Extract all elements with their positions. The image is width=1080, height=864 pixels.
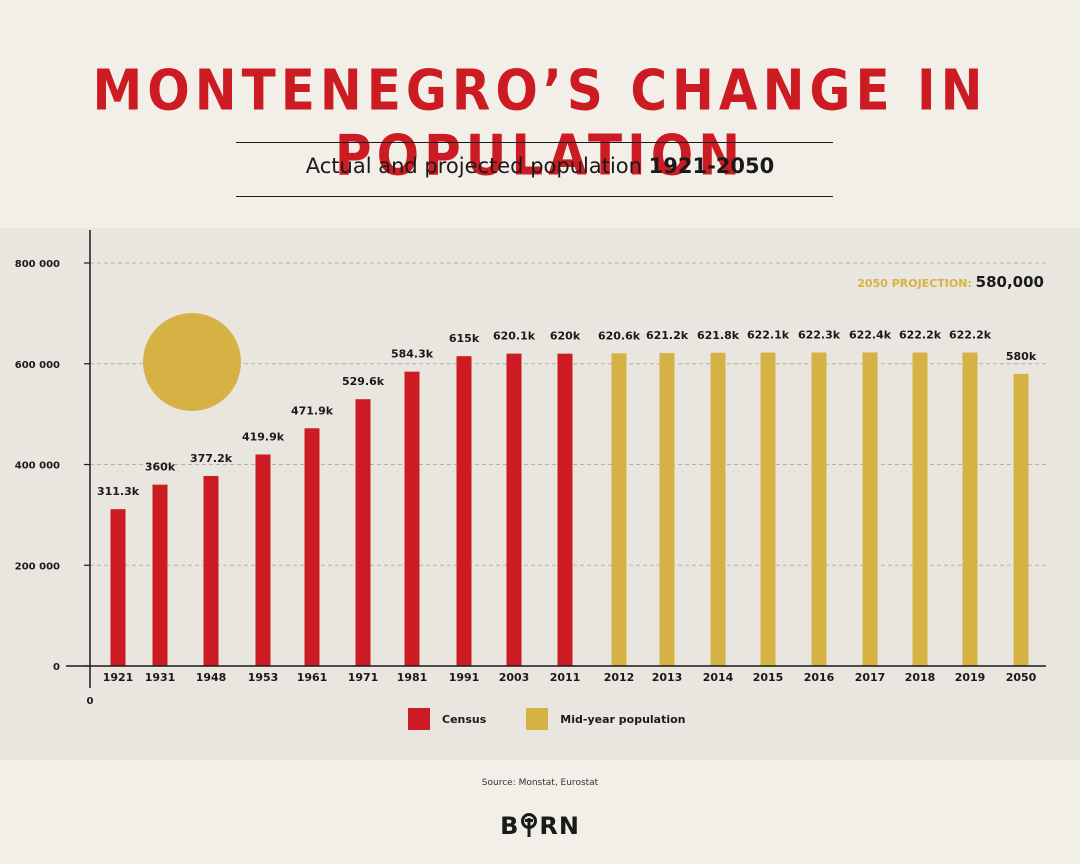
x-tick-label: 2018 <box>905 671 936 684</box>
bar-1931 <box>152 484 168 666</box>
x-tick-label: 2014 <box>703 671 734 684</box>
microphone-icon <box>521 813 538 837</box>
x-tick-label: 2015 <box>753 671 784 684</box>
x-tick-label: 2011 <box>550 671 581 684</box>
bar-2012 <box>611 353 627 666</box>
projection-annotation: 2050 PROJECTION: 580,000 <box>857 273 1044 291</box>
bar-2017 <box>862 352 878 666</box>
x-tick-label: 2012 <box>604 671 635 684</box>
bar-2050 <box>1013 373 1029 666</box>
x-tick-label: 2050 <box>1006 671 1037 684</box>
x-tick-label: 2016 <box>804 671 835 684</box>
data-label: 622.1k <box>747 329 790 342</box>
y-tick-label: 0 <box>53 662 60 673</box>
subtitle-range: 1921-2050 <box>648 154 775 178</box>
data-label: 621.8k <box>697 329 740 342</box>
data-label: 622.2k <box>949 329 992 342</box>
bar-1953 <box>255 454 271 666</box>
x-tick-label: 1991 <box>449 671 480 684</box>
decorative-sun-circle <box>143 313 241 411</box>
bar-1991 <box>456 356 472 666</box>
bar-2013 <box>659 353 675 666</box>
legend-item-census: Census <box>408 708 486 730</box>
bar-2003 <box>506 353 522 666</box>
title-rule-top <box>236 142 833 143</box>
data-label: 584.3k <box>391 348 434 361</box>
bar-2015 <box>760 352 776 666</box>
x-tick-label: 1921 <box>103 671 134 684</box>
projection-label: 2050 PROJECTION: <box>857 277 975 290</box>
data-label: 622.4k <box>849 328 892 341</box>
logo-text-right: RN <box>539 812 580 840</box>
data-label: 419.9k <box>242 430 285 443</box>
y-tick-label: 800 000 <box>15 259 60 270</box>
x-tick-label: 1961 <box>297 671 328 684</box>
legend-swatch-census <box>408 708 430 730</box>
birn-logo: B RN <box>0 812 1080 840</box>
x-tick-label: 1948 <box>196 671 227 684</box>
bar-1921 <box>110 509 126 666</box>
legend-label-midyear: Mid-year population <box>560 712 686 726</box>
y-tick-label: 200 000 <box>15 561 60 572</box>
bar-2019 <box>962 352 978 666</box>
bar-1948 <box>203 475 219 666</box>
data-label: 620k <box>550 330 581 343</box>
x-tick-label: 2013 <box>652 671 683 684</box>
legend-item-midyear: Mid-year population <box>526 708 686 730</box>
x-tick-label: 1971 <box>348 671 379 684</box>
bar-1981 <box>404 371 420 666</box>
data-label: 377.2k <box>190 452 233 465</box>
x-tick-label: 1953 <box>248 671 279 684</box>
x-tick-label: 1931 <box>145 671 176 684</box>
legend-swatch-midyear <box>526 708 549 730</box>
subtitle-text: Actual and projected population <box>305 154 642 178</box>
chart-title: MONTENEGRO’S CHANGE IN POPULATION <box>92 58 988 188</box>
y-tick-label: 400 000 <box>15 461 60 472</box>
bar-2018 <box>912 352 928 666</box>
title-rule-bottom <box>236 196 833 197</box>
bar-2014 <box>710 352 726 666</box>
y-tick-label: 600 000 <box>15 360 60 371</box>
chart-subtitle: Actual and projected population 1921-205… <box>0 154 1080 178</box>
x-tick-label: 2017 <box>855 671 886 684</box>
bar-2011 <box>557 353 573 666</box>
data-label: 622.3k <box>798 329 841 342</box>
data-label: 471.9k <box>291 404 334 417</box>
chart-legend: Census Mid-year population <box>408 708 726 730</box>
logo-text-left: B <box>500 812 520 840</box>
data-label: 580k <box>1006 350 1037 363</box>
legend-label-census: Census <box>442 712 487 726</box>
data-label: 360k <box>145 461 176 474</box>
data-label: 620.1k <box>493 330 536 343</box>
data-label: 615k <box>449 332 480 345</box>
data-label: 529.6k <box>342 375 385 388</box>
bar-1961 <box>304 428 320 666</box>
x-tick-label: 2003 <box>499 671 530 684</box>
bar-2016 <box>811 352 827 666</box>
bar-1971 <box>355 399 371 666</box>
x-tick-label: 2019 <box>955 671 986 684</box>
source-note: Source: Monstat, Eurostat <box>481 778 599 788</box>
data-label: 620.6k <box>598 329 641 342</box>
projection-value: 580,000 <box>976 273 1044 291</box>
x-origin-label: 0 <box>87 696 94 707</box>
data-label: 622.2k <box>899 329 942 342</box>
x-tick-label: 1981 <box>397 671 428 684</box>
data-label: 311.3k <box>97 485 140 498</box>
data-label: 621.2k <box>646 329 689 342</box>
